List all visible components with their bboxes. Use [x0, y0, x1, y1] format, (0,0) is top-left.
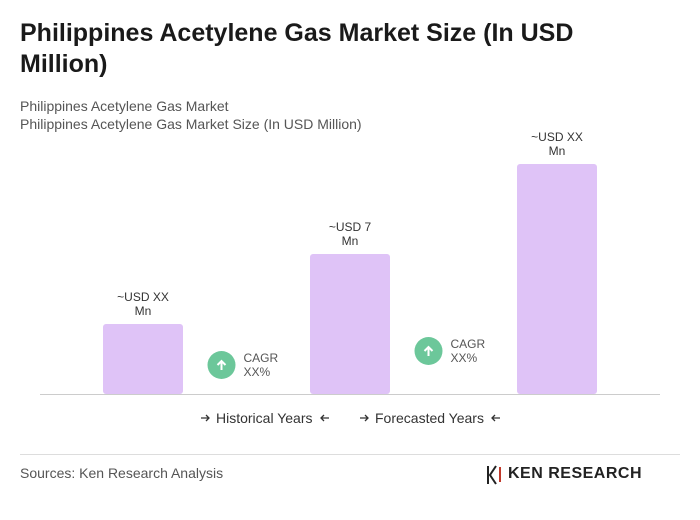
- source: Sources: Ken Research Analysis: [20, 465, 224, 481]
- cagr-arrow: [423, 345, 434, 356]
- chart-title: Philippines Acetylene Gas Market Size (I…: [20, 19, 574, 78]
- subtitle: Philippines Acetylene Gas Market: [20, 98, 229, 114]
- cagr-label: CAGR XX%: [450, 337, 486, 365]
- legend-arrow: [201, 414, 210, 422]
- legend-arrow: [320, 414, 329, 422]
- logo: KEN RESEARCH: [508, 465, 643, 482]
- bar: [517, 164, 597, 394]
- value-label: ~USD XX Mn: [531, 130, 583, 158]
- cagr-arrow: [216, 359, 227, 370]
- legend-arrow: [491, 414, 500, 422]
- legend-label: Historical Years: [216, 410, 313, 426]
- value-label: ~USD 7 Mn: [328, 220, 372, 248]
- cagr-label: CAGR XX%: [243, 351, 279, 379]
- bar: [103, 324, 183, 394]
- legend-arrow: [360, 414, 369, 422]
- logo-icon: [487, 465, 501, 485]
- bar: [310, 254, 390, 394]
- y-label: Philippines Acetylene Gas Market Size (I…: [20, 116, 362, 132]
- legend-label: Forecasted Years: [375, 410, 484, 426]
- value-label: ~USD XX Mn: [117, 290, 169, 318]
